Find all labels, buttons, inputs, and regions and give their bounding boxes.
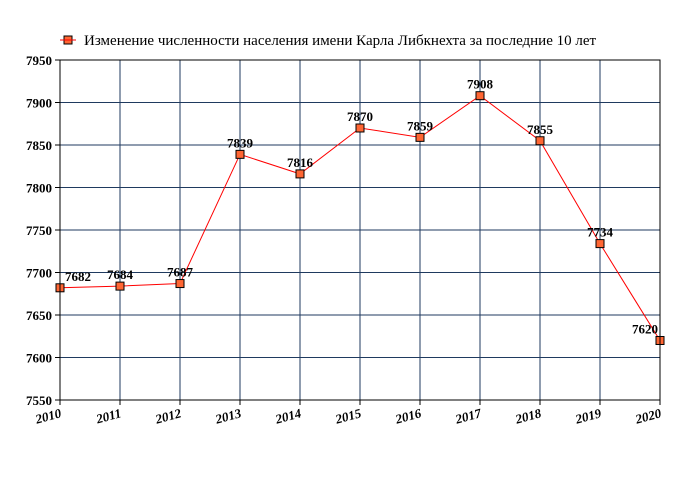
data-point — [355, 123, 365, 133]
y-tick-label: 7800 — [26, 181, 52, 196]
x-tick-label: 2010 — [33, 405, 63, 427]
data-label: 7620 — [632, 322, 658, 337]
y-tick-label: 7600 — [26, 351, 52, 366]
data-point — [595, 239, 605, 249]
legend-label: Изменение численности населения имени Ка… — [84, 33, 597, 49]
data-point — [295, 169, 305, 179]
x-tick-label: 2015 — [333, 405, 363, 427]
data-point — [235, 149, 245, 159]
data-label: 7682 — [65, 269, 91, 284]
y-tick-label: 7650 — [26, 308, 52, 323]
data-label: 7870 — [347, 109, 373, 124]
data-label: 7908 — [467, 77, 494, 92]
y-axis-tick-labels: 7550 7600 7650 7700 7750 7800 7850 7900 7950 — [26, 53, 52, 408]
x-tick-label: 2011 — [93, 405, 122, 426]
x-tick-label: 2013 — [213, 405, 243, 427]
data-point — [175, 279, 185, 289]
data-label: 7855 — [527, 122, 554, 137]
data-label: 7734 — [587, 225, 614, 240]
y-tick-label: 7900 — [26, 96, 52, 111]
data-point — [415, 132, 425, 142]
data-label: 7684 — [107, 267, 134, 282]
y-tick-label: 7750 — [26, 223, 52, 238]
plot-frame — [59, 59, 661, 401]
data-label: 7839 — [227, 135, 254, 150]
data-point — [475, 91, 485, 101]
x-tick-label: 2020 — [633, 405, 663, 427]
y-tick-label: 7850 — [26, 138, 52, 153]
data-label: 7859 — [407, 118, 434, 133]
x-tick-label: 2019 — [573, 405, 603, 427]
y-tick-label: 7700 — [26, 266, 52, 281]
x-tick-label: 2018 — [513, 405, 543, 427]
data-label: 7816 — [287, 155, 314, 170]
data-point — [535, 136, 545, 146]
data-labels: 7682 7684 7687 7839 7816 7870 7859 7908 7855 7734… — [65, 77, 658, 337]
x-tick-label: 2014 — [273, 405, 303, 427]
data-label: 7687 — [167, 265, 194, 280]
y-tick-label: 7550 — [26, 393, 52, 408]
chart-legend: Изменение численности населения имени Ка… — [60, 33, 597, 49]
x-axis-tick-labels: 2010 2011 2012 2013 2014 2015 2016 2017 2018 2019… — [33, 405, 663, 427]
x-tick-label: 2012 — [153, 405, 183, 427]
y-tick-label: 7950 — [26, 53, 52, 68]
data-point — [115, 281, 125, 291]
x-tick-label: 2016 — [393, 405, 423, 427]
x-tick-label: 2017 — [453, 405, 483, 427]
